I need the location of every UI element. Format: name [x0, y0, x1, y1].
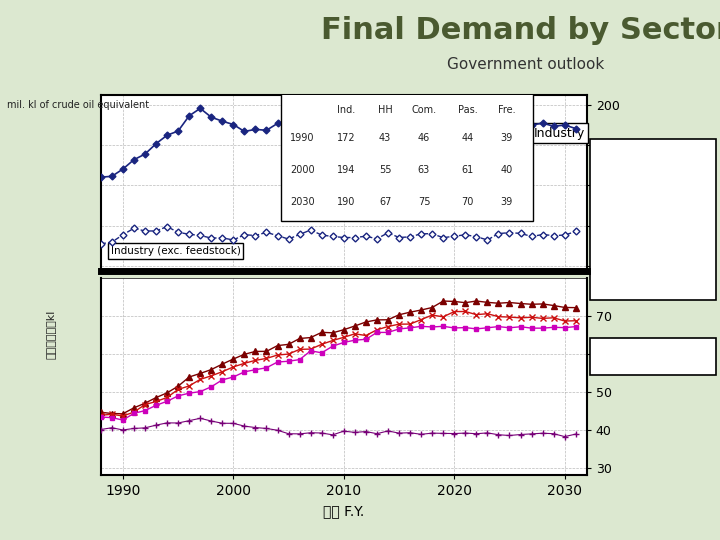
Text: Final Demand by Sector: Final Demand by Sector	[320, 16, 720, 45]
X-axis label: 年度 F.Y.: 年度 F.Y.	[323, 504, 364, 518]
Text: 39: 39	[500, 133, 513, 144]
Text: Pas.: Pas.	[458, 105, 477, 116]
Text: Industry: Industry	[534, 126, 585, 140]
Text: mil. kl of crude oil equivalent: mil. kl of crude oil equivalent	[7, 100, 149, 110]
Text: 63: 63	[418, 165, 430, 175]
Text: Com.: Com.	[411, 105, 436, 116]
Text: 172: 172	[337, 133, 356, 144]
Text: 75: 75	[418, 197, 431, 207]
Text: 55: 55	[379, 165, 392, 175]
Text: 70: 70	[462, 197, 474, 207]
Text: Fre.: Fre.	[498, 105, 516, 116]
Text: 44: 44	[462, 133, 474, 144]
Text: Household: Household	[624, 268, 683, 278]
Text: 190: 190	[337, 197, 356, 207]
Text: Commercial: Commercial	[620, 161, 687, 171]
Text: 40: 40	[500, 165, 513, 175]
Text: 61: 61	[462, 165, 474, 175]
Text: 46: 46	[418, 133, 430, 144]
Text: 67: 67	[379, 197, 391, 207]
Text: 原油換算百万kl: 原油換算百万kl	[45, 310, 55, 360]
Text: Passenger: Passenger	[625, 214, 682, 225]
Text: HH: HH	[378, 105, 392, 116]
Text: 2030: 2030	[290, 197, 315, 207]
Text: 1990: 1990	[290, 133, 315, 144]
Text: Industry (exc. feedstock): Industry (exc. feedstock)	[111, 246, 240, 256]
Text: 194: 194	[337, 165, 356, 175]
Text: Freight: Freight	[634, 352, 672, 361]
Text: Ind.: Ind.	[337, 105, 356, 116]
Text: Government outlook: Government outlook	[447, 57, 604, 72]
FancyBboxPatch shape	[281, 84, 534, 221]
Text: 2000: 2000	[290, 165, 315, 175]
Text: 39: 39	[500, 197, 513, 207]
Text: 43: 43	[379, 133, 391, 144]
